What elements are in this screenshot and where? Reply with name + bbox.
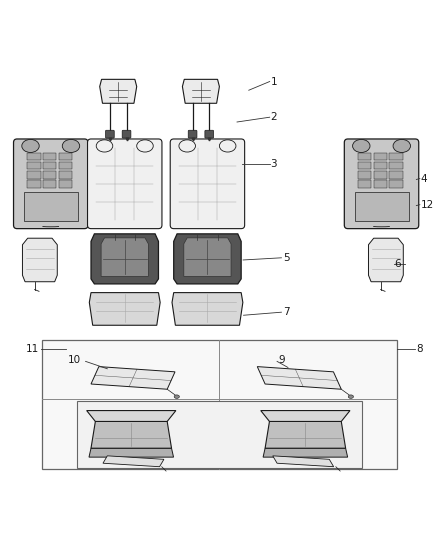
Bar [43,171,56,179]
Bar [59,171,72,179]
Polygon shape [265,422,346,448]
Polygon shape [101,238,148,277]
Bar [374,152,387,160]
Bar [374,171,387,179]
Bar [59,162,72,169]
Bar [374,162,387,169]
Text: 12: 12 [421,200,434,209]
Polygon shape [184,238,231,277]
Text: 5: 5 [283,253,290,263]
Ellipse shape [62,140,80,152]
Bar [27,181,41,188]
FancyBboxPatch shape [344,139,419,229]
FancyBboxPatch shape [188,130,197,138]
Ellipse shape [393,140,410,152]
Polygon shape [273,456,334,467]
Ellipse shape [22,140,39,152]
Bar [358,181,371,188]
Ellipse shape [348,395,353,398]
Polygon shape [182,79,219,103]
Bar [389,152,403,160]
FancyBboxPatch shape [14,139,88,229]
Polygon shape [263,448,348,457]
Text: 10: 10 [68,354,81,365]
FancyBboxPatch shape [170,139,245,229]
Text: 11: 11 [26,344,39,354]
Ellipse shape [137,140,153,152]
Bar [77,401,362,467]
Polygon shape [174,234,241,284]
Text: 8: 8 [417,344,423,354]
Polygon shape [91,234,159,284]
Bar [354,192,409,221]
Polygon shape [91,367,175,389]
Text: 2: 2 [271,112,277,122]
Text: 7: 7 [283,307,290,317]
Ellipse shape [219,140,236,152]
Text: 1: 1 [271,77,277,86]
Ellipse shape [353,140,370,152]
Bar [27,162,41,169]
Bar [389,171,403,179]
Text: 3: 3 [271,159,277,169]
Bar [43,162,56,169]
Bar [43,181,56,188]
Bar [389,181,403,188]
Bar [358,152,371,160]
Bar [27,152,41,160]
Polygon shape [87,410,176,422]
Polygon shape [89,448,173,457]
Bar [374,181,387,188]
Bar [59,181,72,188]
Bar [358,162,371,169]
Text: 6: 6 [395,260,401,269]
Bar [358,171,371,179]
Bar [24,192,78,221]
Bar [43,152,56,160]
Text: 4: 4 [421,174,427,183]
FancyBboxPatch shape [88,139,162,229]
Polygon shape [22,238,57,282]
Polygon shape [172,293,243,325]
Ellipse shape [174,395,180,398]
FancyBboxPatch shape [205,130,214,138]
Bar [42,341,397,469]
Bar [59,152,72,160]
Polygon shape [91,422,172,448]
FancyBboxPatch shape [106,130,114,138]
Polygon shape [261,410,350,422]
Polygon shape [257,367,341,389]
Polygon shape [89,293,160,325]
Polygon shape [100,79,137,103]
Bar [27,171,41,179]
Polygon shape [368,238,403,282]
Bar [389,162,403,169]
Polygon shape [103,456,164,467]
Ellipse shape [179,140,195,152]
FancyBboxPatch shape [122,130,131,138]
Text: 9: 9 [278,354,285,365]
Ellipse shape [96,140,113,152]
